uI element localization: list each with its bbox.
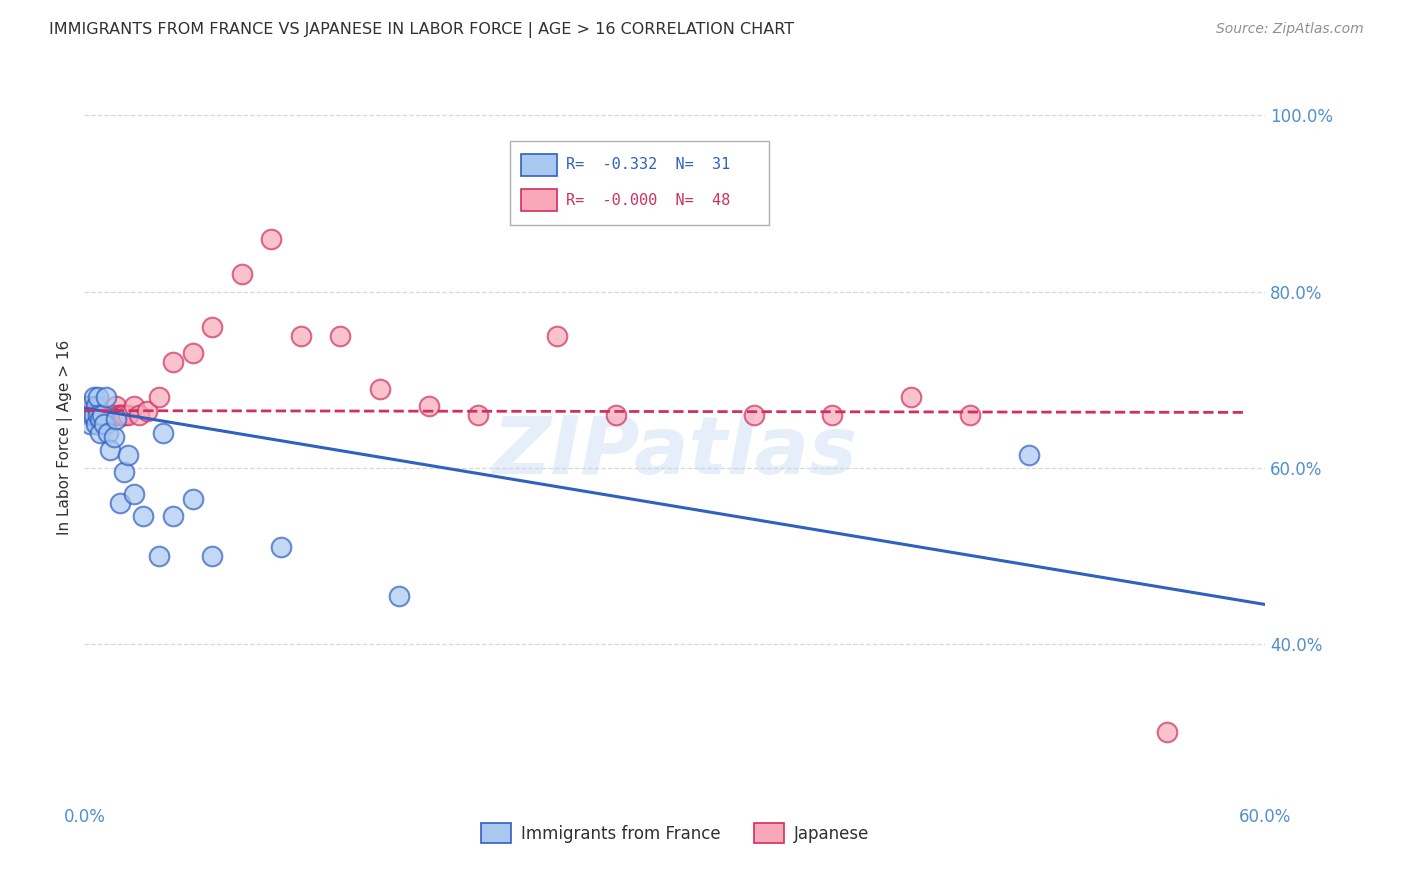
Point — [87, 408, 110, 422]
Point — [77, 399, 100, 413]
Point — [83, 408, 105, 422]
Text: Source: ZipAtlas.com: Source: ZipAtlas.com — [1216, 22, 1364, 37]
Point — [605, 408, 627, 422]
Point — [162, 355, 184, 369]
Point — [290, 328, 312, 343]
Point — [152, 425, 174, 440]
Point — [368, 382, 391, 396]
Point — [107, 408, 129, 422]
Text: ZIPatlas: ZIPatlas — [492, 413, 858, 491]
Point — [98, 408, 121, 422]
Point — [329, 328, 352, 343]
Point — [117, 408, 139, 422]
Point — [93, 408, 115, 422]
Point — [89, 412, 111, 426]
FancyBboxPatch shape — [522, 154, 557, 176]
Point — [82, 403, 104, 417]
Point — [94, 417, 117, 431]
Point — [112, 408, 135, 422]
Point — [1156, 725, 1178, 739]
Text: R=  -0.000  N=  48: R= -0.000 N= 48 — [567, 193, 731, 208]
Point — [79, 408, 101, 422]
Point — [128, 408, 150, 422]
Point — [91, 408, 114, 422]
Point — [388, 589, 411, 603]
Point — [87, 391, 110, 405]
Point — [82, 408, 104, 422]
Point — [101, 408, 124, 422]
Point — [162, 509, 184, 524]
Point — [77, 399, 100, 413]
Point — [87, 408, 110, 422]
Point — [821, 408, 844, 422]
Point — [83, 408, 105, 422]
Point — [84, 417, 107, 431]
Y-axis label: In Labor Force | Age > 16: In Labor Force | Age > 16 — [58, 340, 73, 534]
Point — [1018, 448, 1040, 462]
Point — [83, 399, 105, 413]
Point — [136, 403, 159, 417]
Point — [84, 399, 107, 413]
Point — [89, 425, 111, 440]
Text: R=  -0.332  N=  31: R= -0.332 N= 31 — [567, 158, 731, 172]
Point — [84, 412, 107, 426]
Point — [111, 408, 134, 422]
Point — [79, 403, 101, 417]
Point — [742, 408, 765, 422]
Point — [103, 408, 125, 422]
Point — [108, 496, 131, 510]
Point — [181, 491, 204, 506]
Point — [91, 408, 114, 422]
Point — [546, 328, 568, 343]
FancyBboxPatch shape — [509, 141, 769, 225]
Point — [104, 412, 127, 426]
Point — [270, 540, 292, 554]
Point — [108, 408, 131, 422]
Point — [201, 320, 224, 334]
Text: IMMIGRANTS FROM FRANCE VS JAPANESE IN LABOR FORCE | AGE > 16 CORRELATION CHART: IMMIGRANTS FROM FRANCE VS JAPANESE IN LA… — [49, 22, 794, 38]
Legend: Immigrants from France, Japanese: Immigrants from France, Japanese — [474, 817, 876, 849]
Point — [87, 403, 110, 417]
Point — [97, 425, 120, 440]
Point — [122, 487, 145, 501]
Point — [122, 399, 145, 413]
Point — [900, 391, 922, 405]
Point — [98, 443, 121, 458]
Point — [112, 466, 135, 480]
Point — [104, 399, 127, 413]
Point — [117, 448, 139, 462]
Point — [89, 408, 111, 422]
Point — [84, 403, 107, 417]
Point — [132, 509, 155, 524]
Point — [260, 232, 283, 246]
Point — [148, 549, 170, 563]
Point — [231, 267, 253, 281]
Point — [83, 391, 105, 405]
Point — [467, 408, 489, 422]
Point — [418, 399, 440, 413]
Point — [959, 408, 981, 422]
Point — [201, 549, 224, 563]
Point — [89, 408, 111, 422]
Point — [94, 391, 117, 405]
Point — [97, 408, 120, 422]
FancyBboxPatch shape — [522, 189, 557, 211]
Point — [93, 408, 115, 422]
Point — [683, 178, 706, 193]
Point — [148, 391, 170, 405]
Point — [181, 346, 204, 360]
Point — [79, 417, 101, 431]
Point — [103, 430, 125, 444]
Point — [93, 417, 115, 431]
